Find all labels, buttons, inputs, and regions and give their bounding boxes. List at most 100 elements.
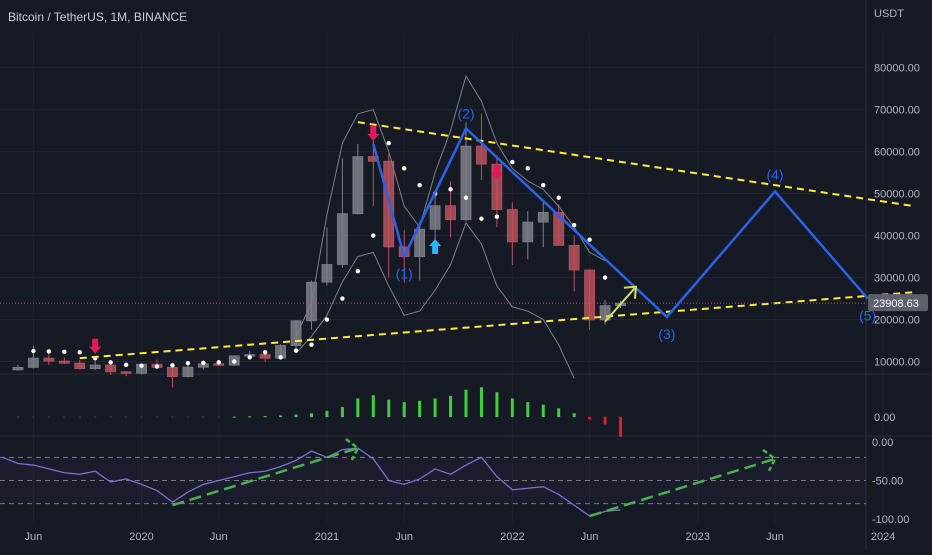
candle-body — [445, 205, 456, 220]
candle-body — [27, 357, 39, 368]
trendline — [79, 291, 915, 360]
stop-dot — [201, 360, 206, 365]
projection-arrow-head — [623, 285, 638, 299]
stop-dot — [123, 362, 129, 368]
stop-dot — [185, 360, 191, 366]
stop-dot — [154, 364, 160, 369]
osc-tick-label: -50.00 — [872, 476, 903, 488]
time-tick-label: 2020 — [129, 531, 153, 543]
macd-zero-dot — [140, 415, 143, 419]
macd-zero-dot — [63, 415, 66, 419]
price-tick-label: 20000.00 — [874, 315, 920, 327]
wave-label: (5) — [859, 308, 876, 324]
stop-dot — [525, 166, 530, 171]
candle-body — [182, 366, 194, 378]
stop-dot — [448, 187, 453, 192]
macd-bar — [464, 389, 468, 417]
divergence-arrow-head — [762, 448, 777, 472]
stop-dot — [587, 237, 592, 242]
candle-body — [58, 360, 70, 364]
macd-zero-dot — [78, 415, 82, 419]
macd-bar — [325, 410, 329, 417]
candle-body — [167, 366, 178, 378]
stop-dot — [402, 166, 407, 171]
macd-zero-dot — [109, 415, 112, 419]
macd-bar — [619, 417, 622, 437]
envelope-lower-line — [295, 221, 575, 379]
wave-label: (4) — [766, 166, 783, 182]
candle-body — [336, 213, 348, 265]
stop-dot — [108, 360, 113, 365]
price-tick-label: 50000.00 — [874, 189, 920, 201]
macd-zero-dot — [47, 415, 51, 419]
arrow-down-icon — [89, 338, 102, 354]
candle-body — [584, 269, 595, 321]
divergence-arrow — [589, 457, 776, 518]
candle-body — [259, 354, 271, 359]
stop-dot — [216, 360, 221, 365]
macd-pane — [16, 387, 622, 437]
candle-body — [568, 245, 580, 271]
macd-bar — [557, 408, 561, 417]
stop-dot — [602, 275, 608, 280]
stop-dot — [309, 342, 314, 347]
arrow-up-icon — [429, 239, 442, 255]
macd-tick-label: 0.00 — [874, 412, 895, 424]
elliott-wave-line — [372, 127, 869, 319]
stop-dot — [247, 355, 252, 360]
macd-bar — [588, 417, 592, 420]
macd-zero-dot — [93, 415, 97, 419]
time-tick-label: Jun — [766, 531, 784, 543]
candle-body — [12, 366, 24, 371]
candle-body — [522, 221, 534, 243]
candle-body — [537, 212, 549, 223]
macd-zero-dot — [124, 415, 128, 419]
divergence-arrow — [172, 446, 359, 507]
macd-bar — [402, 402, 406, 417]
candle-body — [476, 145, 487, 165]
macd-bar — [526, 402, 530, 417]
macd-bar — [387, 399, 391, 417]
macd-zero-dot — [186, 415, 190, 419]
time-tick-label: Jun — [25, 531, 43, 543]
macd-bar — [232, 416, 236, 418]
macd-zero-dot — [202, 415, 205, 419]
candle-body — [89, 364, 101, 370]
candle-body — [321, 264, 333, 283]
candle-body — [553, 212, 565, 246]
macd-zero-dot — [171, 415, 174, 419]
envelope-upper-line — [295, 74, 606, 337]
time-tick-label: 2021 — [315, 531, 339, 543]
stop-dot — [386, 140, 391, 146]
candle-body — [491, 163, 503, 210]
axes: 80000.00 70000.00 60000.00 50000.00 40000.00… — [25, 63, 928, 543]
projection-arrow — [604, 286, 637, 323]
stop-dot — [340, 296, 345, 301]
macd-bar — [310, 413, 313, 417]
time-tick-label: 2023 — [686, 531, 710, 543]
macd-bar — [263, 416, 267, 418]
time-tick-label: 2022 — [500, 531, 524, 543]
divergence-arrow-head — [345, 438, 360, 461]
arrow-down-icon — [367, 125, 380, 141]
candle-body — [506, 209, 518, 243]
stop-dot — [46, 349, 52, 354]
price-tick-label: 70000.00 — [874, 105, 920, 117]
stop-dot — [355, 269, 361, 274]
stop-dot — [571, 222, 577, 228]
arrow-down-icon — [490, 164, 503, 180]
macd-bar — [418, 400, 422, 417]
macd-bar — [541, 404, 545, 417]
osc-line — [2, 447, 621, 517]
macd-bar — [603, 417, 607, 425]
stop-dot — [293, 348, 299, 353]
macd-zero-dot — [155, 415, 159, 419]
macd-bar — [495, 392, 499, 417]
price-tick-label: 60000.00 — [874, 147, 920, 159]
stop-dot — [510, 159, 515, 165]
stop-dot — [170, 363, 175, 368]
candle-body — [460, 145, 472, 220]
stop-dot — [494, 214, 500, 219]
stop-dot — [31, 348, 36, 354]
candle-body — [43, 357, 55, 362]
